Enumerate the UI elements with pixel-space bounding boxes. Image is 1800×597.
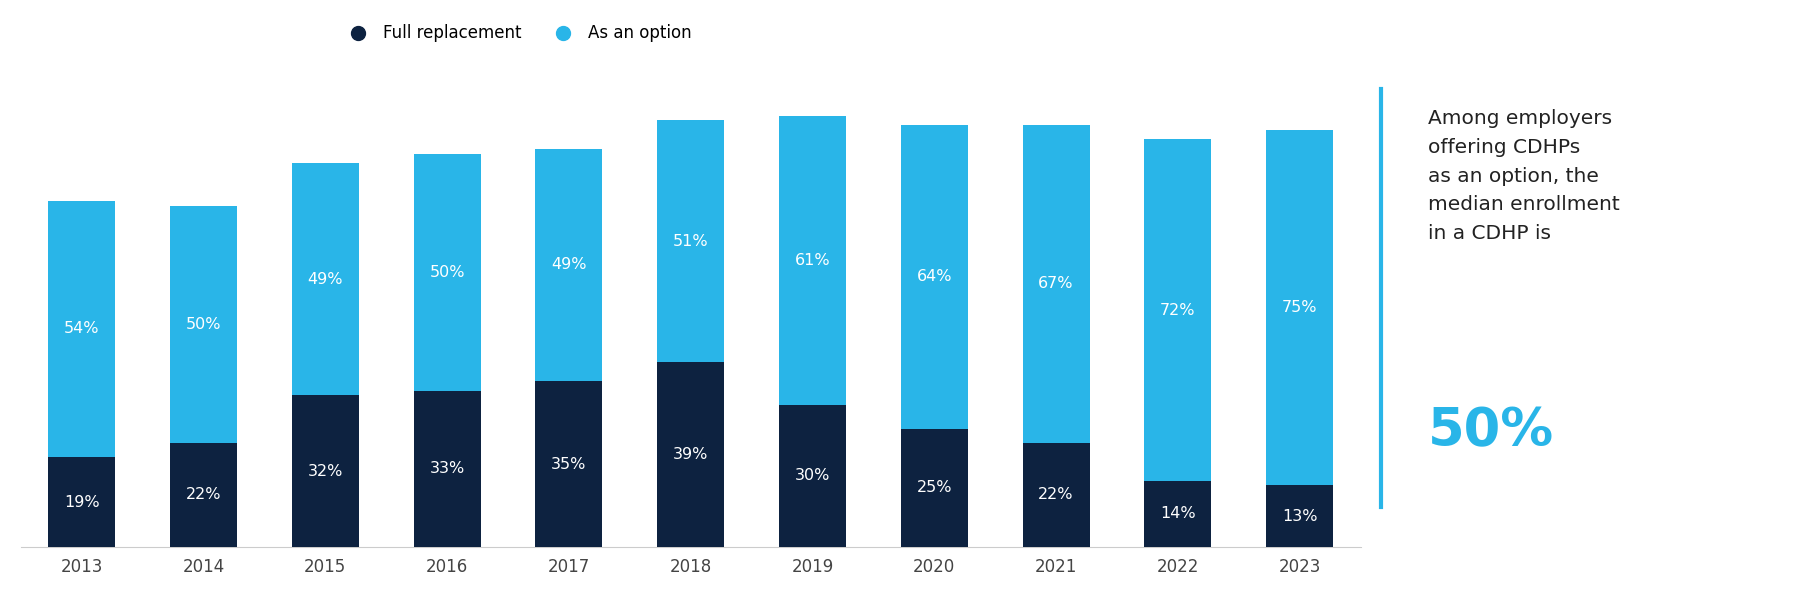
Bar bbox=[169, 206, 238, 443]
Bar bbox=[414, 153, 481, 390]
Bar bbox=[1265, 130, 1334, 485]
Text: 50%: 50% bbox=[430, 264, 464, 279]
Bar bbox=[1145, 139, 1211, 481]
Bar bbox=[292, 395, 358, 547]
Text: 22%: 22% bbox=[1039, 487, 1075, 503]
Text: 35%: 35% bbox=[551, 457, 587, 472]
Bar bbox=[900, 125, 968, 429]
Bar bbox=[49, 457, 115, 547]
Bar bbox=[779, 116, 846, 405]
Text: 64%: 64% bbox=[916, 269, 952, 284]
Bar bbox=[414, 390, 481, 547]
Bar bbox=[49, 201, 115, 457]
Bar bbox=[1022, 443, 1089, 547]
Bar bbox=[1265, 485, 1334, 547]
Text: 30%: 30% bbox=[796, 469, 830, 484]
Bar bbox=[535, 381, 603, 547]
Text: 39%: 39% bbox=[673, 447, 709, 462]
Bar bbox=[169, 443, 238, 547]
Bar bbox=[1145, 481, 1211, 547]
Text: 75%: 75% bbox=[1282, 300, 1318, 315]
Text: 72%: 72% bbox=[1159, 303, 1195, 318]
Text: 67%: 67% bbox=[1039, 276, 1075, 291]
Text: 22%: 22% bbox=[185, 487, 221, 503]
Text: 49%: 49% bbox=[308, 272, 344, 287]
Text: 25%: 25% bbox=[916, 481, 952, 496]
Text: 13%: 13% bbox=[1282, 509, 1318, 524]
Text: 33%: 33% bbox=[430, 461, 464, 476]
Text: 61%: 61% bbox=[794, 253, 830, 267]
Bar bbox=[657, 362, 724, 547]
Bar bbox=[292, 163, 358, 395]
Text: 54%: 54% bbox=[65, 321, 99, 337]
Legend: Full replacement, As an option: Full replacement, As an option bbox=[335, 18, 698, 49]
Text: 32%: 32% bbox=[308, 464, 344, 479]
Text: 49%: 49% bbox=[551, 257, 587, 272]
Text: Among employers
offering CDHPs
as an option, the
median enrollment
in a CDHP is: Among employers offering CDHPs as an opt… bbox=[1427, 109, 1620, 243]
Bar bbox=[657, 121, 724, 362]
Text: 19%: 19% bbox=[65, 494, 99, 509]
Text: 50%: 50% bbox=[185, 317, 221, 332]
Text: 51%: 51% bbox=[673, 234, 709, 249]
Text: 50%: 50% bbox=[1427, 405, 1553, 457]
Text: 14%: 14% bbox=[1159, 506, 1195, 521]
Bar bbox=[535, 149, 603, 381]
Bar bbox=[779, 405, 846, 547]
Bar bbox=[900, 429, 968, 547]
Bar bbox=[1022, 125, 1089, 443]
